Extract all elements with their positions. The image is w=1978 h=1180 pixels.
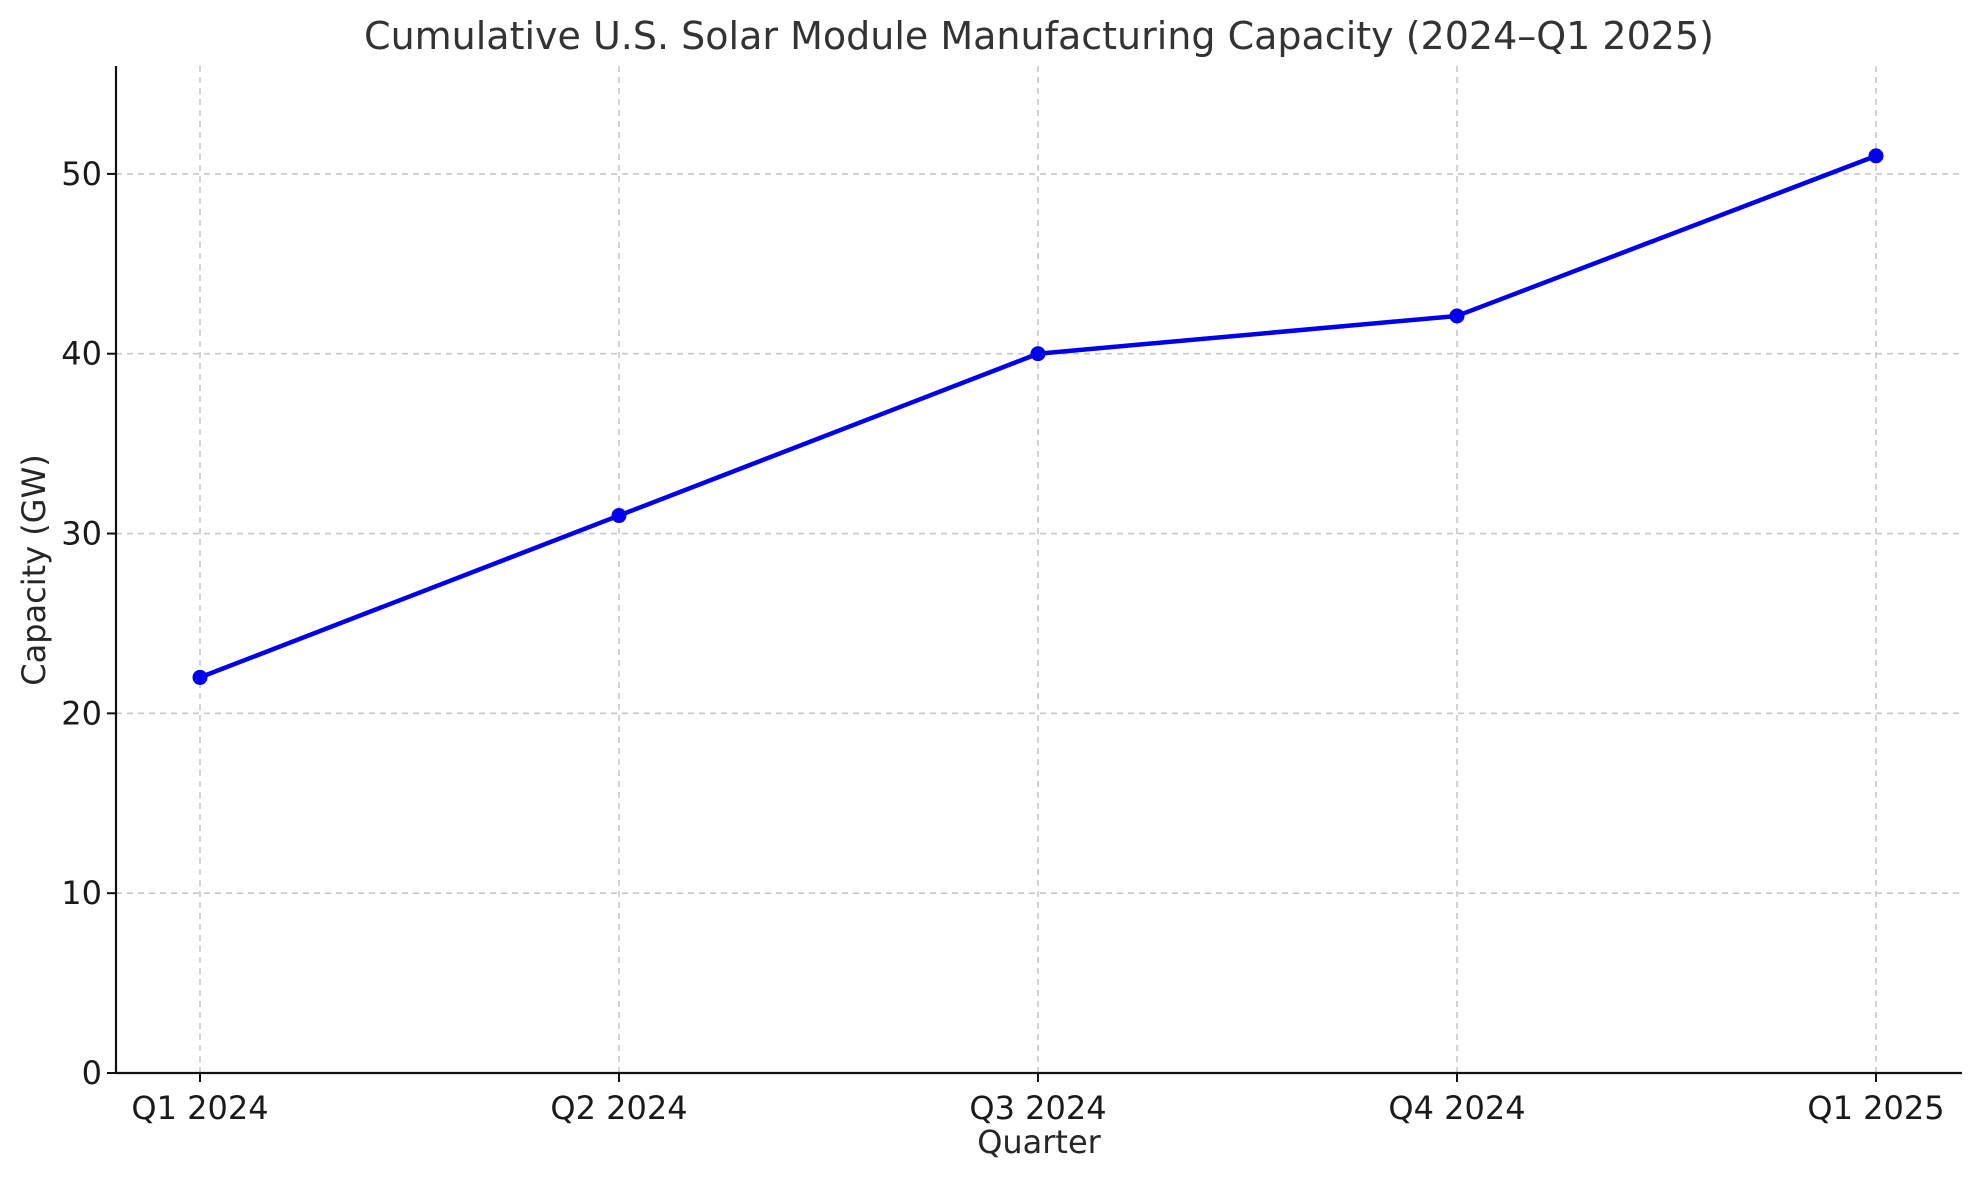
x-tick-label: Q3 2024 — [969, 1089, 1106, 1127]
data-point — [611, 508, 627, 524]
x-tick-label: Q2 2024 — [550, 1089, 687, 1127]
grid — [116, 66, 1962, 1073]
data-point — [192, 669, 208, 685]
x-tick-label: Q4 2024 — [1388, 1089, 1525, 1127]
y-axis-label: Capacity (GW) — [15, 454, 53, 685]
x-tick-label: Q1 2024 — [131, 1089, 268, 1127]
x-axis-label: Quarter — [977, 1123, 1101, 1161]
y-tick-label: 50 — [61, 155, 102, 193]
y-tick-label: 10 — [61, 874, 102, 912]
data-point — [1030, 346, 1046, 362]
y-tick-label: 30 — [61, 515, 102, 553]
y-tick-label: 20 — [61, 694, 102, 732]
series-layer — [192, 148, 1884, 685]
chart-title: Cumulative U.S. Solar Module Manufacturi… — [364, 14, 1714, 58]
y-tick-label: 0 — [82, 1054, 102, 1092]
data-point — [1449, 308, 1465, 324]
data-point — [1868, 148, 1884, 164]
y-tick-label: 40 — [61, 335, 102, 373]
x-axis-ticks: Q1 2024 Q2 2024 Q3 2024 Q4 2024 Q1 2025 — [131, 1073, 1945, 1127]
x-tick-label: Q1 2025 — [1807, 1089, 1944, 1127]
y-axis-ticks: 0 10 20 30 40 50 — [61, 155, 116, 1092]
